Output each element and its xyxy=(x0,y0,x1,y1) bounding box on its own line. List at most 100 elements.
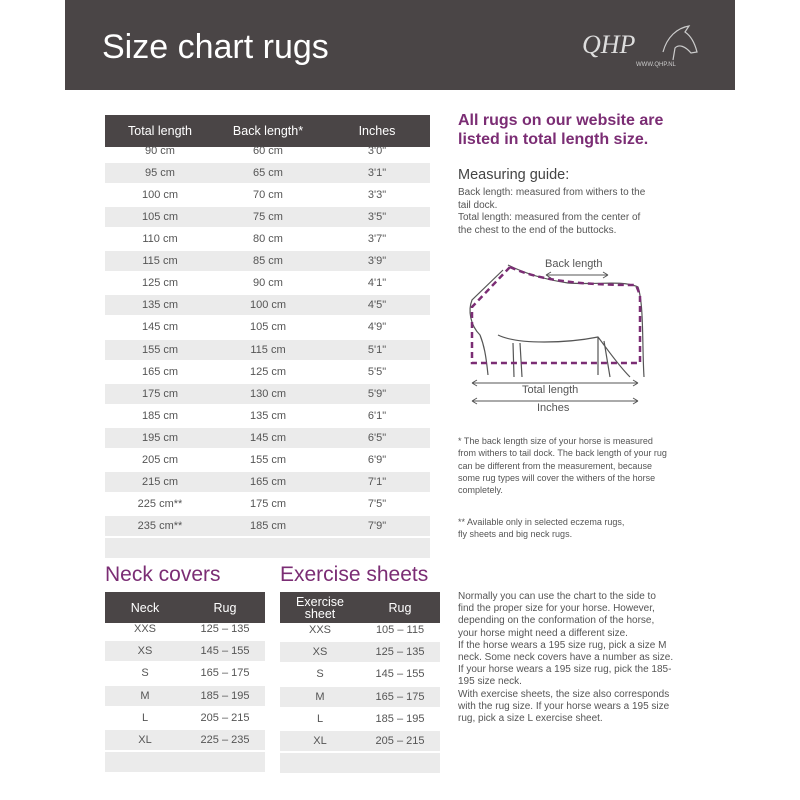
cell: 4'1" xyxy=(367,277,387,290)
row-band xyxy=(105,251,430,272)
diagram-label: Back length xyxy=(545,258,603,270)
cell: 105 cm xyxy=(141,211,179,224)
row-band xyxy=(105,641,265,662)
column-header: Inches xyxy=(358,124,396,138)
row-band xyxy=(105,427,430,448)
cell: 3'0" xyxy=(367,145,387,157)
column-header: Rug xyxy=(213,600,237,615)
footnote: ** Available only in selected eczema rug… xyxy=(458,517,625,527)
cell: XXS xyxy=(133,623,157,635)
diagram-label: Total length xyxy=(522,384,579,396)
row-band xyxy=(105,685,265,706)
cell: 145 cm xyxy=(141,321,179,334)
cell: 90 cm xyxy=(145,145,175,157)
cell: 70 cm xyxy=(253,189,283,202)
cell: 65 cm xyxy=(253,167,283,180)
column-header: Back length* xyxy=(232,124,304,138)
cell: 145 cm xyxy=(249,431,287,444)
info-heading: All rugs on our website are xyxy=(458,112,664,129)
cell: M xyxy=(315,690,325,703)
cell: S xyxy=(141,667,149,680)
table-header xyxy=(105,115,430,147)
row-band xyxy=(105,295,430,316)
cell: 95 cm xyxy=(145,167,175,180)
column-header: Neck xyxy=(130,600,160,615)
cell: 105 cm xyxy=(249,321,287,334)
cell: XS xyxy=(312,646,328,659)
guide-title: Measuring guide: xyxy=(458,167,570,183)
row-band xyxy=(105,339,430,360)
footnote: from withers to tail dock. The back leng… xyxy=(458,448,667,459)
row-band xyxy=(280,753,440,774)
cell: 100 cm xyxy=(249,299,287,312)
table-header xyxy=(105,592,265,623)
cell: 205 – 215 xyxy=(375,735,425,747)
cell: 130 cm xyxy=(249,387,287,400)
footnote: some rug types will cover the withers of… xyxy=(458,472,656,483)
row-band xyxy=(280,642,440,663)
cell: 145 – 155 xyxy=(375,668,425,681)
cell: 195 cm xyxy=(141,431,179,444)
logo-horse xyxy=(662,25,698,61)
cell: 115 cm xyxy=(142,255,178,268)
cell: 60 cm xyxy=(253,145,283,157)
cell: 5'9" xyxy=(367,387,387,400)
cell: 145 – 155 xyxy=(200,645,250,658)
row-band xyxy=(105,516,430,537)
cell: 225 – 235 xyxy=(200,734,250,746)
cell: 165 – 175 xyxy=(200,667,250,680)
cell: 3'7" xyxy=(367,233,387,246)
cell: 110 cm xyxy=(142,233,178,246)
cell: XXS xyxy=(308,624,332,636)
cell: 3'1" xyxy=(367,167,387,180)
cell: XL xyxy=(138,734,152,746)
cell: 3'5" xyxy=(367,211,387,224)
cell: 205 – 215 xyxy=(200,711,250,724)
advice-line: your horse might need a different size. xyxy=(458,627,628,639)
row-band xyxy=(280,731,440,752)
footnote: fly sheets and big neck rugs. xyxy=(458,529,573,540)
footnote: * The back length size of your horse is … xyxy=(458,436,653,446)
cell: 215 cm xyxy=(141,475,179,488)
cell: 155 cm xyxy=(141,343,179,356)
cell: 3'3" xyxy=(367,189,387,202)
header-band xyxy=(65,0,735,90)
cell: 6'5" xyxy=(367,431,387,444)
diagram-label: Inches xyxy=(537,402,570,414)
cell: 3'9" xyxy=(367,255,387,268)
advice-line: 195 size neck. xyxy=(458,676,522,688)
info-heading: listed in total length size. xyxy=(458,131,649,148)
cell: M xyxy=(140,689,150,702)
row-band xyxy=(105,538,430,559)
advice-line: With exercise sheets, the size also corr… xyxy=(458,688,670,700)
cell: 7'5" xyxy=(367,497,387,510)
cell: 185 cm xyxy=(141,409,179,422)
row-band xyxy=(105,207,430,228)
cell: 7'1" xyxy=(367,475,387,488)
cell: 165 cm xyxy=(249,475,287,488)
cell: 205 cm xyxy=(141,453,179,466)
footnote: can be different from the measurement, b… xyxy=(458,460,652,471)
row-band xyxy=(105,383,430,404)
cell: 4'9" xyxy=(367,321,387,334)
cell: 185 cm xyxy=(249,520,287,533)
cell: 115 cm xyxy=(250,343,286,356)
advice-line: Normally you can use the chart to the si… xyxy=(458,591,656,602)
cell: 125 cm xyxy=(141,277,179,290)
cell: S xyxy=(316,668,324,681)
advice-line: depending on the conformation of the hor… xyxy=(458,615,655,627)
cell: 5'1" xyxy=(367,343,387,356)
footnote: completely. xyxy=(458,485,503,496)
cell: 75 cm xyxy=(253,211,283,224)
row-band xyxy=(105,752,265,773)
guide-line: the chest to the end of the buttocks. xyxy=(458,224,617,236)
cell: 235 cm** xyxy=(137,520,183,533)
cell: 90 cm xyxy=(253,277,283,290)
cell: 165 cm xyxy=(141,365,179,378)
guide-line: tail dock. xyxy=(458,199,498,211)
advice-line: find the proper size for your horse. How… xyxy=(458,603,655,615)
horse-diagram xyxy=(469,264,645,405)
cell: 165 – 175 xyxy=(375,690,425,703)
cell: 125 cm xyxy=(249,365,287,378)
table-header xyxy=(280,592,440,623)
